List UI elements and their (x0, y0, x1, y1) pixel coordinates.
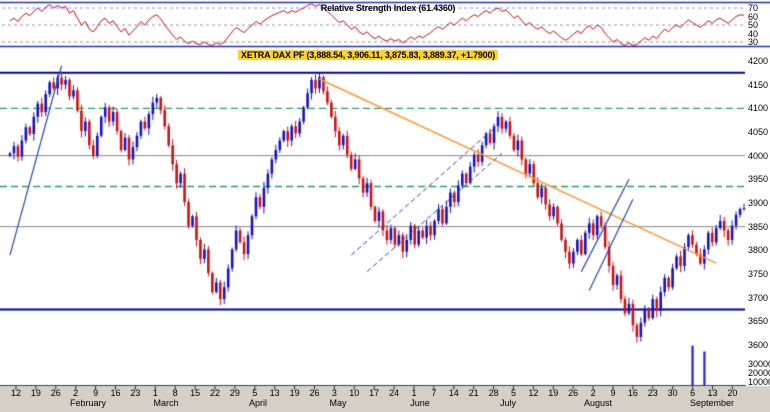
week-tick-label: 5 (510, 388, 517, 398)
week-tick-label: 19 (548, 388, 559, 398)
week-tick-label: 9 (93, 388, 99, 398)
month-label: March (153, 398, 179, 408)
week-tick-label: 14 (448, 388, 459, 398)
month-label: June (410, 398, 430, 408)
rsi-axis-label: 50 (748, 20, 759, 30)
price-axis-label: 4150 (748, 79, 769, 90)
price-axis-label: 3600 (748, 340, 769, 350)
week-tick-label: 26 (309, 388, 320, 398)
week-tick-label: 10 (349, 388, 360, 398)
week-tick-label: 12 (10, 388, 22, 398)
week-tick-label: 28 (488, 388, 499, 398)
week-tick-label: 22 (209, 388, 221, 398)
week-tick-label: 2 (73, 388, 79, 398)
week-tick-label: 1 (411, 388, 417, 398)
week-tick-label: 24 (389, 388, 400, 398)
rsi-axis-label: 70 (748, 3, 759, 13)
week-tick-label: 17 (369, 388, 380, 398)
week-tick-label: 26 (568, 388, 579, 398)
week-tick-label: 21 (468, 388, 479, 398)
rsi-axis-label: 30 (748, 37, 759, 47)
week-tick-label: 23 (647, 388, 658, 398)
volume-axis-label: 20000 (748, 368, 770, 378)
week-tick-label: 8 (172, 388, 178, 398)
month-label: May (329, 398, 347, 408)
price-axis-label: 3650 (748, 316, 769, 327)
week-tick-label: 16 (110, 388, 121, 398)
rsi-axis-label: 60 (748, 11, 759, 22)
security-title[interactable]: XETRA DAX PF (3,888.54, 3,906.11, 3,875.… (237, 50, 499, 60)
rsi-axis-label: 40 (748, 28, 759, 39)
price-axis-label: 3850 (748, 221, 769, 232)
week-tick-label: 23 (130, 388, 141, 398)
price-axis-label: 3800 (748, 245, 769, 256)
month-label: April (248, 398, 268, 408)
volume-axis-label: 30000 (748, 359, 770, 369)
week-tick-label: 6 (690, 388, 696, 398)
price-axis-label: 3700 (748, 292, 769, 303)
week-tick-label: 26 (50, 388, 61, 398)
month-label: February (69, 398, 107, 408)
week-tick-label: 16 (627, 388, 638, 398)
month-label: August (583, 398, 613, 408)
week-tick-label: 7 (431, 388, 437, 398)
week-tick-label: 5 (252, 388, 258, 398)
price-axis-label: 3750 (748, 269, 769, 279)
week-tick-label: 19 (289, 388, 300, 398)
week-tick-label: 9 (610, 388, 616, 398)
price-axis-label: 4050 (748, 127, 769, 137)
week-tick-label: 15 (190, 388, 201, 398)
week-tick-label: 30 (667, 388, 678, 398)
month-label: September (689, 398, 735, 408)
week-tick-label: 3 (331, 388, 337, 398)
week-tick-label: 13 (269, 388, 280, 398)
week-tick-label: 20 (727, 388, 738, 398)
price-axis-label: 3950 (748, 174, 769, 185)
price-axis-label: 4200 (748, 56, 769, 66)
week-tick-label: 13 (707, 388, 718, 398)
volume-axis-label: 10000 (748, 377, 770, 387)
price-axis-label: 3900 (748, 198, 769, 208)
week-tick-label: 1 (152, 388, 158, 398)
week-tick-label: 19 (30, 388, 41, 398)
week-tick-label: 29 (229, 388, 240, 398)
week-tick-label: 2 (590, 388, 596, 398)
rsi-indicator-title[interactable]: Relative Strength Index (61.4360) (320, 3, 456, 13)
month-label: July (499, 398, 517, 408)
price-axis-label: 4100 (748, 103, 769, 114)
price-axis-label: 4000 (748, 150, 769, 161)
week-tick-label: 12 (528, 388, 539, 398)
